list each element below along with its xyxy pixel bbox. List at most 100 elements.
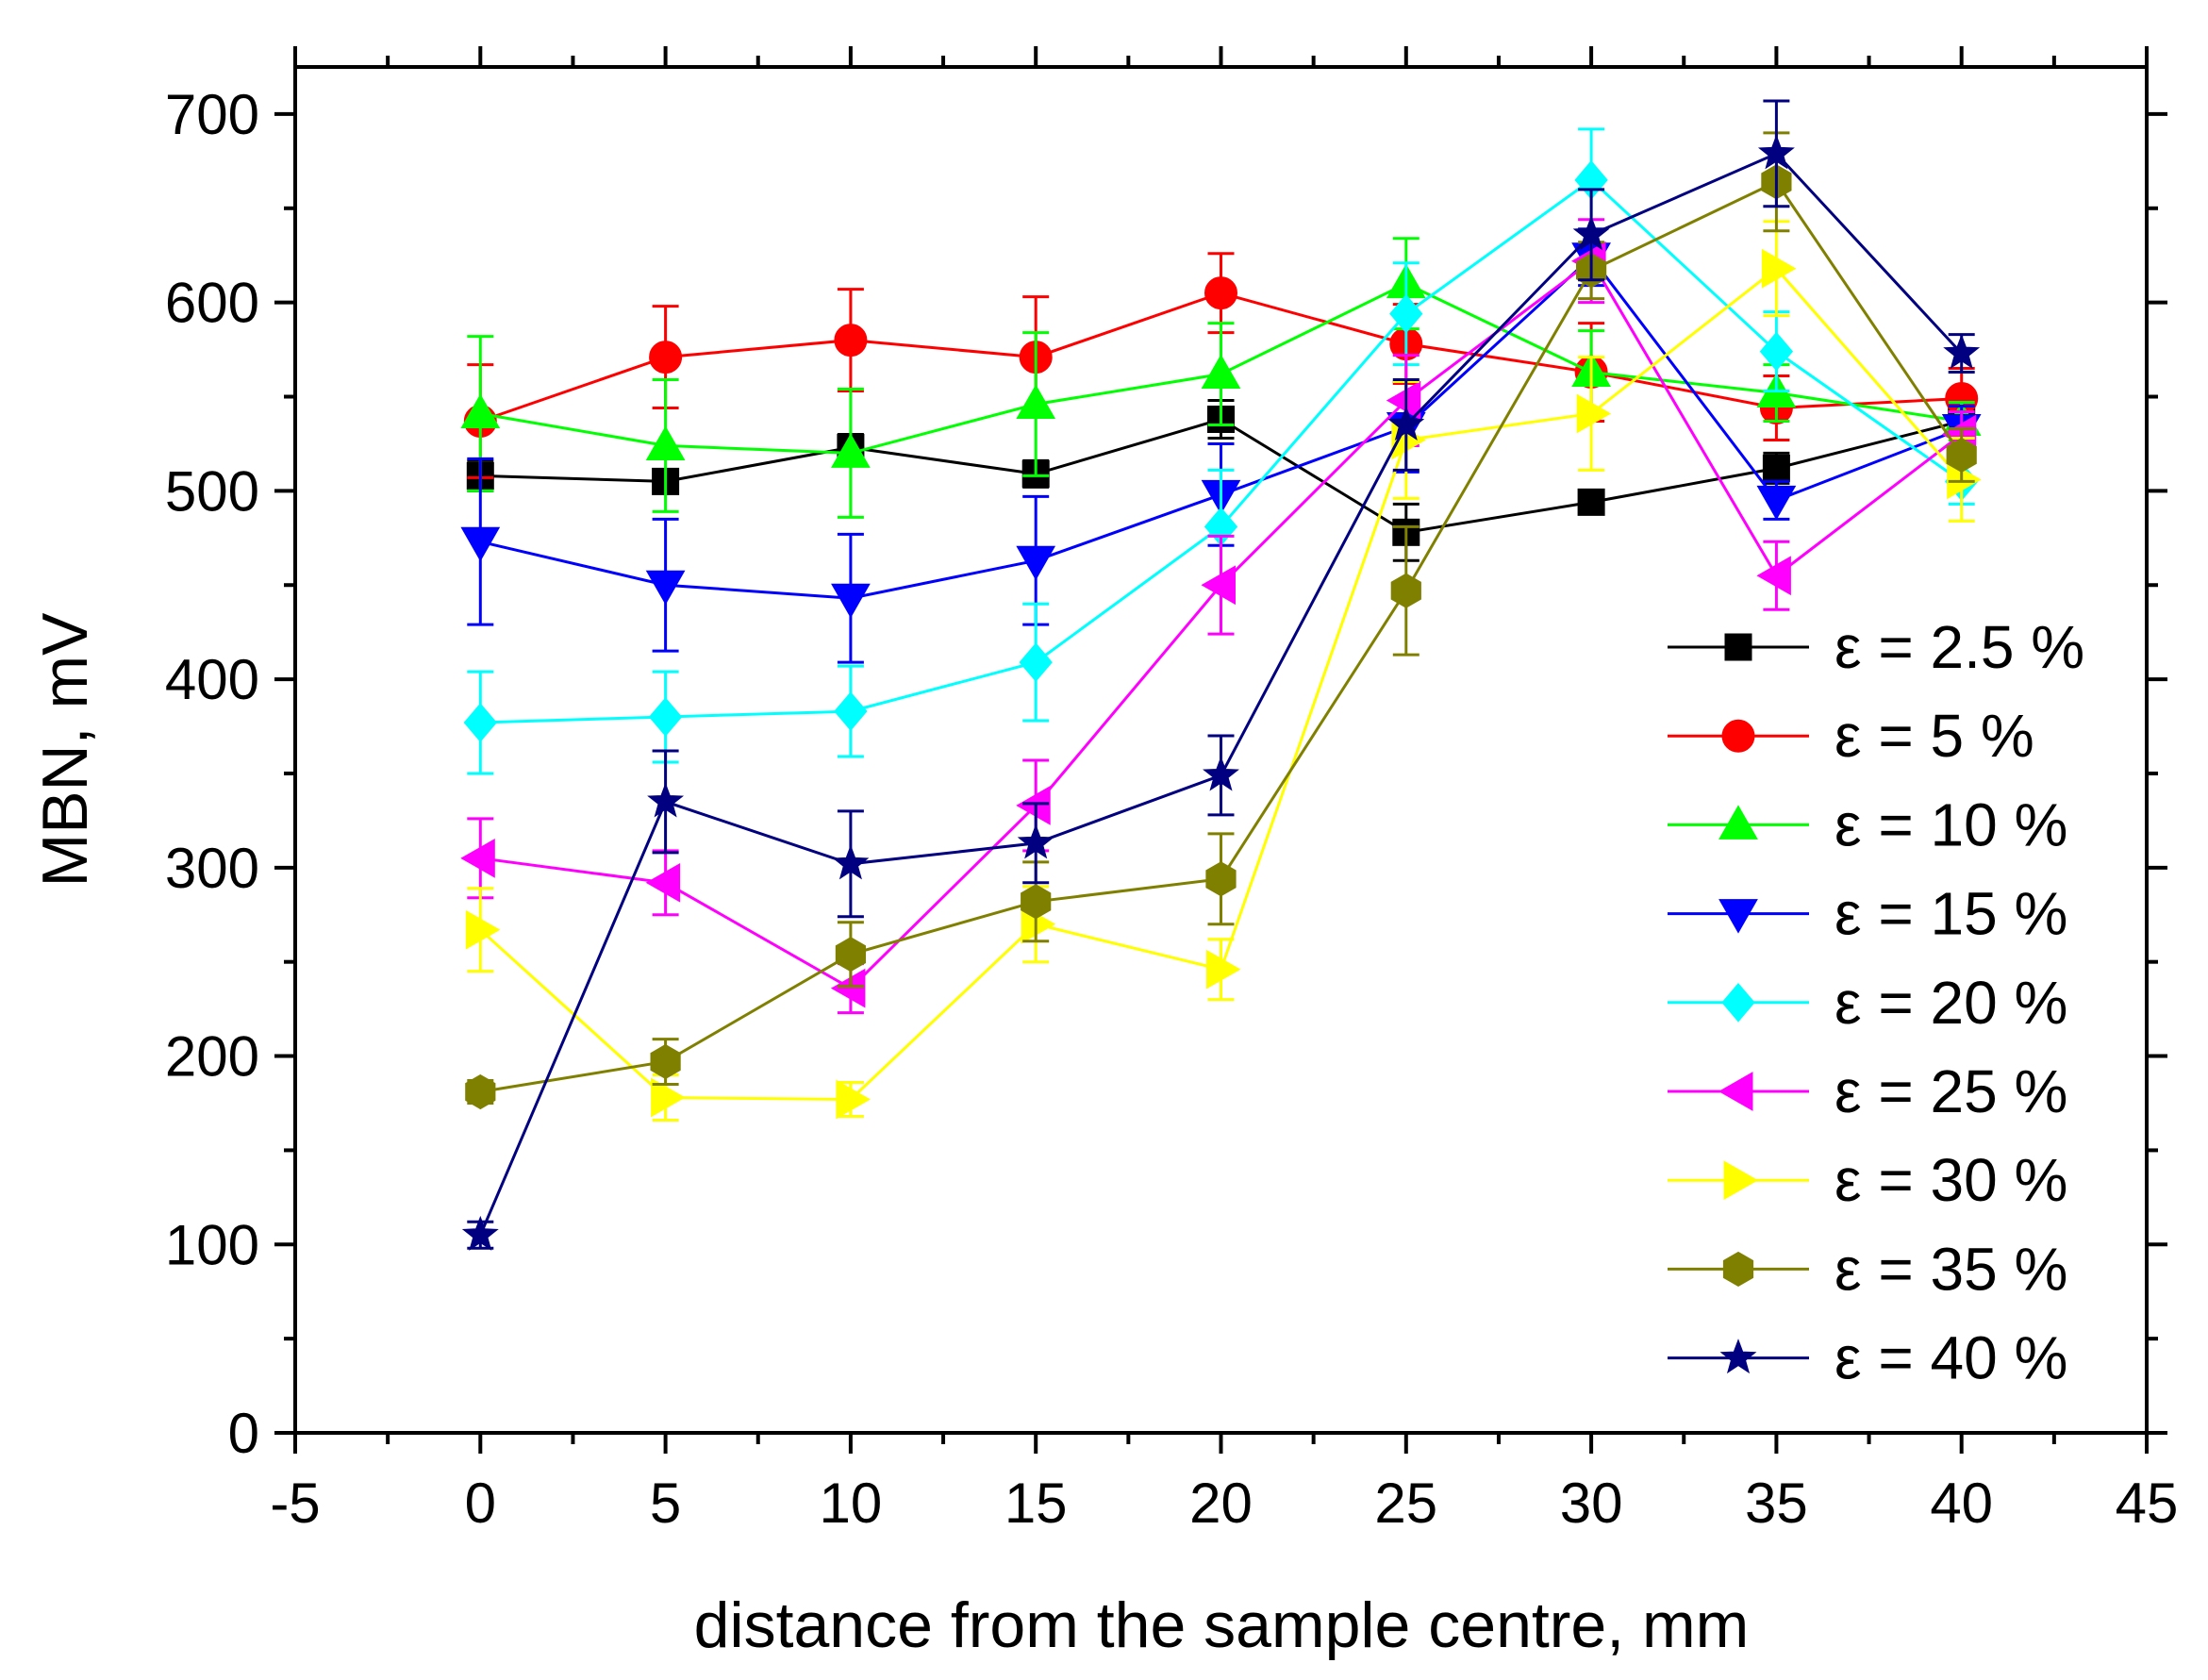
- x-tick-label: 25: [1374, 1472, 1437, 1535]
- data-point: [1757, 134, 1795, 170]
- x-tick-label: -5: [270, 1472, 320, 1535]
- data-point: [645, 862, 681, 903]
- data-point: [832, 844, 870, 880]
- data-point: [1205, 861, 1237, 897]
- x-tick-label: 0: [465, 1472, 496, 1535]
- data-point: [1756, 556, 1791, 596]
- legend-marker: [1718, 805, 1758, 840]
- y-axis-title: MBN, mV: [29, 612, 101, 888]
- legend-label: ε = 5 %: [1834, 702, 2034, 770]
- data-point: [1201, 565, 1236, 606]
- data-point: [835, 937, 866, 973]
- data-point: [1016, 384, 1056, 420]
- data-point: [831, 433, 871, 468]
- data-point: [460, 838, 495, 878]
- data-point: [460, 393, 501, 428]
- data-point: [1021, 884, 1052, 920]
- legend-label: ε = 25 %: [1834, 1057, 2067, 1125]
- x-tick-label: 20: [1189, 1472, 1253, 1535]
- legend-label: ε = 2.5 %: [1834, 613, 2084, 681]
- series-9: [461, 99, 1981, 1251]
- data-point: [1756, 485, 1797, 521]
- y-tick-label: 200: [165, 1025, 259, 1089]
- data-point: [834, 691, 868, 731]
- data-point: [465, 909, 501, 950]
- series-layer: [460, 99, 1982, 1251]
- x-tick-label: 40: [1930, 1472, 1993, 1535]
- data-point: [463, 703, 497, 742]
- legend-label: ε = 40 %: [1834, 1324, 2067, 1392]
- y-tick-label: 400: [165, 648, 259, 711]
- data-point: [1389, 293, 1423, 334]
- data-point: [649, 341, 683, 374]
- legend-label: ε = 10 %: [1834, 790, 2067, 858]
- data-point: [831, 583, 871, 619]
- legend-marker: [1722, 1251, 1754, 1287]
- data-point: [1203, 756, 1239, 791]
- data-point: [1204, 276, 1237, 310]
- plot-frame: [293, 65, 2149, 1435]
- data-point: [1762, 454, 1790, 482]
- legend-item: ε = 2.5 %: [1668, 613, 2084, 681]
- legend-item: ε = 30 %: [1668, 1146, 2067, 1214]
- data-point: [834, 324, 868, 358]
- data-point: [645, 425, 686, 460]
- data-point: [1943, 334, 1981, 370]
- data-point: [1761, 248, 1797, 289]
- legend: ε = 2.5 % ε = 5 % ε = 10 % ε = 15 % ε = 20 %…: [1668, 613, 2084, 1392]
- data-point: [460, 526, 501, 562]
- legend-marker: [1719, 1339, 1757, 1374]
- axes: -5 0 5 10 15 20 25 30 35 40 4501002003004005006007…: [165, 46, 2178, 1535]
- data-point: [1386, 380, 1421, 421]
- data-point: [1387, 406, 1425, 441]
- data-point: [1201, 354, 1241, 390]
- data-point: [1759, 331, 1794, 372]
- data-point: [648, 697, 683, 737]
- x-tick-label: 5: [650, 1472, 681, 1535]
- y-tick-label: 0: [228, 1402, 259, 1465]
- legend-marker: [1721, 719, 1755, 753]
- x-tick-label: 30: [1560, 1472, 1623, 1535]
- data-point: [830, 968, 866, 1008]
- legend-item: ε = 15 %: [1668, 880, 2067, 948]
- data-point: [1946, 437, 1977, 473]
- data-point: [1016, 786, 1051, 825]
- legend-label: ε = 15 %: [1834, 880, 2067, 948]
- legend-marker: [1721, 983, 1755, 1023]
- data-point: [645, 570, 686, 606]
- data-point: [1572, 215, 1610, 251]
- y-tick-label: 100: [165, 1213, 259, 1276]
- data-point: [461, 1215, 499, 1251]
- data-point: [1577, 488, 1605, 516]
- data-point: [836, 1079, 871, 1120]
- legend-marker: [1718, 899, 1758, 934]
- data-point: [647, 782, 685, 818]
- legend-marker: [1724, 633, 1752, 661]
- data-point: [465, 1073, 496, 1110]
- data-point: [1019, 642, 1053, 682]
- data-point: [651, 1077, 686, 1118]
- series-7: [465, 220, 1982, 1122]
- x-tick-label: 15: [1004, 1472, 1068, 1535]
- data-point: [650, 1043, 681, 1080]
- data-point: [1017, 823, 1054, 859]
- series-3: [460, 237, 1982, 519]
- legend-item: ε = 35 %: [1668, 1235, 2067, 1303]
- x-tick-label: 10: [820, 1472, 883, 1535]
- y-tick-label: 700: [165, 83, 259, 146]
- y-tick-label: 300: [165, 837, 259, 900]
- legend-label: ε = 35 %: [1834, 1235, 2067, 1303]
- legend-label: ε = 20 %: [1834, 969, 2067, 1037]
- legend-item: ε = 40 %: [1668, 1324, 2067, 1392]
- x-axis-title: distance from the sample centre, mm: [694, 1589, 1750, 1661]
- data-point: [1206, 949, 1241, 990]
- y-tick-label: 600: [165, 272, 259, 335]
- legend-item: ε = 25 %: [1668, 1057, 2067, 1125]
- legend-item: ε = 20 %: [1668, 969, 2067, 1037]
- data-point: [1576, 393, 1612, 434]
- y-tick-label: 500: [165, 459, 259, 523]
- data-point: [1016, 545, 1056, 581]
- legend-item: ε = 5 %: [1668, 702, 2034, 770]
- legend-marker: [1723, 1160, 1759, 1201]
